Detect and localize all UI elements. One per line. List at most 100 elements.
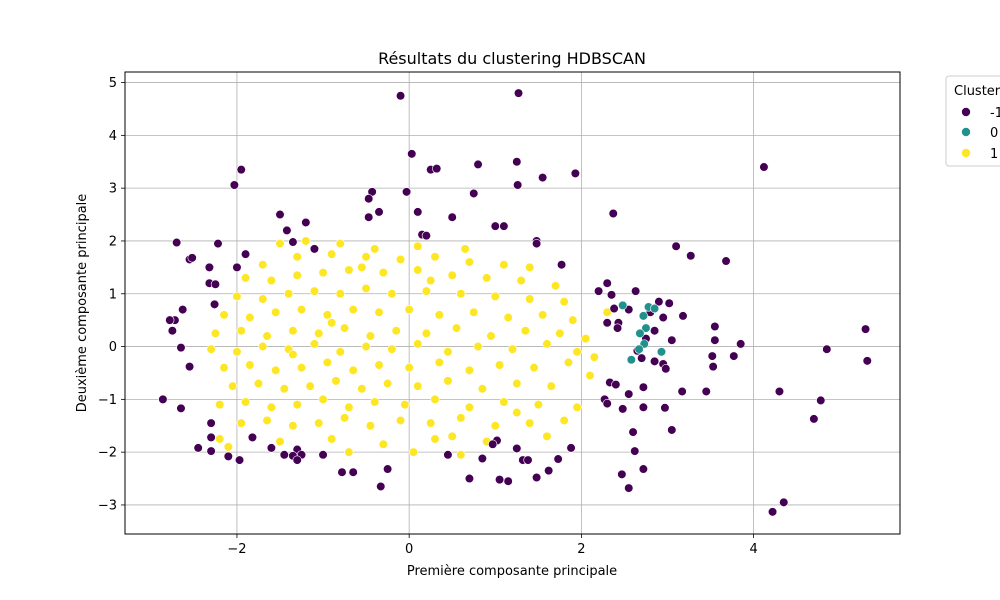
data-point-cluster-1 <box>447 431 457 441</box>
data-point-cluster-1 <box>266 275 276 286</box>
data-point-cluster-1 <box>434 357 444 368</box>
data-point-cluster-1 <box>581 334 591 344</box>
data-point-cluster-1 <box>240 397 251 407</box>
data-point-cluster-1 <box>279 384 289 394</box>
data-point-cluster-1 <box>327 318 337 328</box>
data-point-cluster-1 <box>318 394 328 404</box>
data-point-cluster--1 <box>279 450 289 460</box>
data-point-cluster-1 <box>232 347 242 357</box>
data-point-cluster-1 <box>503 312 513 323</box>
data-point-cluster-1 <box>245 360 255 370</box>
data-point-cluster-1 <box>555 328 565 338</box>
legend: Cluster -1 0 1 <box>945 75 1000 167</box>
data-point-cluster-1 <box>292 252 302 262</box>
data-point-cluster-1 <box>426 275 436 286</box>
data-point-cluster-0 <box>649 303 660 314</box>
data-point-cluster--1 <box>678 311 688 321</box>
data-point-cluster-1 <box>383 378 393 389</box>
data-point-cluster-1 <box>271 307 281 317</box>
y-tick-label: 1 <box>109 287 117 302</box>
data-point-cluster-1 <box>331 376 341 386</box>
plot-frame <box>124 71 901 535</box>
data-point-cluster-1 <box>421 328 431 338</box>
data-point-cluster--1 <box>609 303 619 314</box>
data-point-cluster--1 <box>624 483 634 493</box>
data-point-cluster-1 <box>236 418 246 428</box>
data-point-cluster--1 <box>167 326 177 336</box>
data-point-cluster-1 <box>288 421 298 431</box>
data-point-cluster-1 <box>434 310 444 320</box>
data-point-cluster--1 <box>193 443 203 453</box>
data-point-cluster--1 <box>383 464 393 474</box>
data-point-cluster-1 <box>378 268 388 278</box>
data-point-cluster-1 <box>365 331 376 341</box>
data-point-cluster--1 <box>608 208 618 219</box>
data-point-cluster-1 <box>413 265 423 275</box>
data-point-cluster--1 <box>234 455 245 465</box>
data-point-cluster-1 <box>387 344 397 354</box>
data-point-cluster--1 <box>570 168 580 178</box>
data-point-cluster--1 <box>288 237 298 247</box>
data-point-cluster--1 <box>544 466 554 476</box>
data-point-cluster--1 <box>654 297 664 307</box>
data-point-cluster-1 <box>245 312 255 323</box>
data-point-cluster--1 <box>176 403 186 413</box>
data-point-cluster--1 <box>223 451 233 461</box>
data-point-cluster-0 <box>618 300 628 310</box>
data-point-cluster--1 <box>513 88 524 98</box>
data-point-cluster--1 <box>447 212 457 222</box>
data-point-cluster--1 <box>759 162 769 172</box>
data-point-cluster--1 <box>774 386 785 397</box>
y-tick-label: 5 <box>109 76 117 91</box>
data-point-cluster-1 <box>339 413 350 423</box>
data-point-cluster--1 <box>664 298 674 308</box>
data-point-cluster--1 <box>767 507 778 517</box>
data-point-cluster-1 <box>322 357 332 368</box>
data-point-cluster-1 <box>550 281 561 291</box>
data-point-cluster--1 <box>637 353 647 363</box>
data-point-cluster-1 <box>361 283 371 294</box>
data-point-cluster-1 <box>451 323 462 333</box>
data-point-cluster--1 <box>532 239 542 249</box>
data-point-cluster-1 <box>520 326 531 336</box>
data-point-cluster-1 <box>219 310 229 320</box>
data-point-cluster-1 <box>305 381 315 391</box>
x-axis-label: Première composante principale <box>407 564 617 579</box>
legend-label-cluster-1: 1 <box>990 147 998 162</box>
data-point-cluster-1 <box>309 286 320 296</box>
data-point-cluster-1 <box>348 305 358 315</box>
data-point-cluster-1 <box>499 260 509 270</box>
data-point-cluster-1 <box>327 249 337 259</box>
data-point-cluster-1 <box>482 273 492 283</box>
data-point-cluster--1 <box>556 260 567 270</box>
data-point-cluster--1 <box>266 443 276 453</box>
data-point-cluster-1 <box>395 254 406 265</box>
data-point-cluster--1 <box>661 364 671 374</box>
data-point-cluster--1 <box>611 379 621 390</box>
data-point-cluster--1 <box>816 395 826 406</box>
data-point-cluster--1 <box>374 207 384 217</box>
data-point-cluster-0 <box>634 344 644 354</box>
data-point-cluster-1 <box>296 305 307 315</box>
data-point-cluster-1 <box>309 339 320 349</box>
data-point-cluster--1 <box>862 356 872 366</box>
data-point-cluster-0 <box>638 311 648 321</box>
data-point-cluster-1 <box>525 294 535 304</box>
data-point-cluster-1 <box>322 310 332 320</box>
data-point-cluster--1 <box>513 180 523 190</box>
data-point-cluster-1 <box>206 344 216 354</box>
data-point-cluster--1 <box>667 335 677 345</box>
data-point-cluster-1 <box>490 421 500 431</box>
data-point-cluster--1 <box>209 299 220 309</box>
data-point-cluster--1 <box>638 382 648 392</box>
data-point-cluster-1 <box>430 434 440 444</box>
data-point-cluster--1 <box>594 286 604 296</box>
data-point-cluster-1 <box>228 381 238 391</box>
data-point-cluster-1 <box>335 347 345 357</box>
axis-ticks: −2 0 2 4 −3 −2 −1 0 1 2 3 4 5 <box>98 76 758 557</box>
data-point-cluster--1 <box>206 418 216 428</box>
data-point-cluster-1 <box>361 252 371 262</box>
data-point-cluster--1 <box>729 351 739 361</box>
data-point-cluster-1 <box>469 307 479 317</box>
